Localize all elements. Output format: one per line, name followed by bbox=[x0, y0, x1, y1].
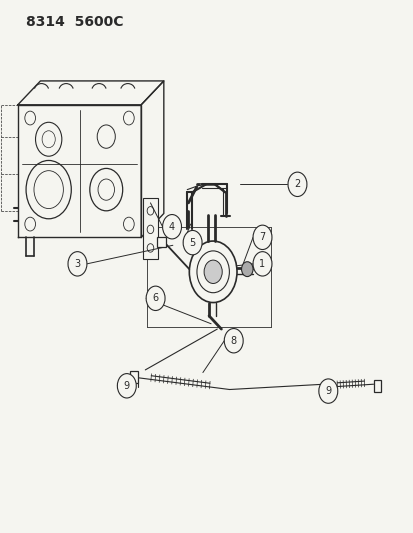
Circle shape bbox=[162, 215, 181, 239]
Text: 7: 7 bbox=[259, 232, 265, 243]
Text: 2: 2 bbox=[294, 179, 300, 189]
Text: 9: 9 bbox=[325, 386, 330, 396]
Text: 6: 6 bbox=[152, 293, 158, 303]
FancyBboxPatch shape bbox=[157, 237, 166, 247]
Circle shape bbox=[241, 262, 252, 277]
Text: 4: 4 bbox=[169, 222, 175, 232]
Text: 8: 8 bbox=[230, 336, 236, 346]
Bar bbox=[129, 371, 138, 383]
Bar bbox=[323, 380, 332, 392]
Bar bbox=[143, 198, 157, 259]
Text: 9: 9 bbox=[123, 381, 130, 391]
Circle shape bbox=[252, 252, 271, 276]
Text: 3: 3 bbox=[74, 259, 81, 269]
Text: 5: 5 bbox=[189, 238, 195, 248]
Circle shape bbox=[287, 172, 306, 197]
Circle shape bbox=[224, 328, 242, 353]
Circle shape bbox=[68, 252, 87, 276]
Circle shape bbox=[189, 241, 237, 303]
Circle shape bbox=[183, 230, 202, 255]
Circle shape bbox=[318, 379, 337, 403]
Circle shape bbox=[117, 374, 136, 398]
Text: 1: 1 bbox=[259, 259, 265, 269]
Bar bbox=[373, 380, 380, 392]
Text: 8314  5600C: 8314 5600C bbox=[26, 14, 123, 29]
Circle shape bbox=[252, 225, 271, 249]
Circle shape bbox=[146, 286, 165, 311]
Circle shape bbox=[204, 260, 222, 284]
